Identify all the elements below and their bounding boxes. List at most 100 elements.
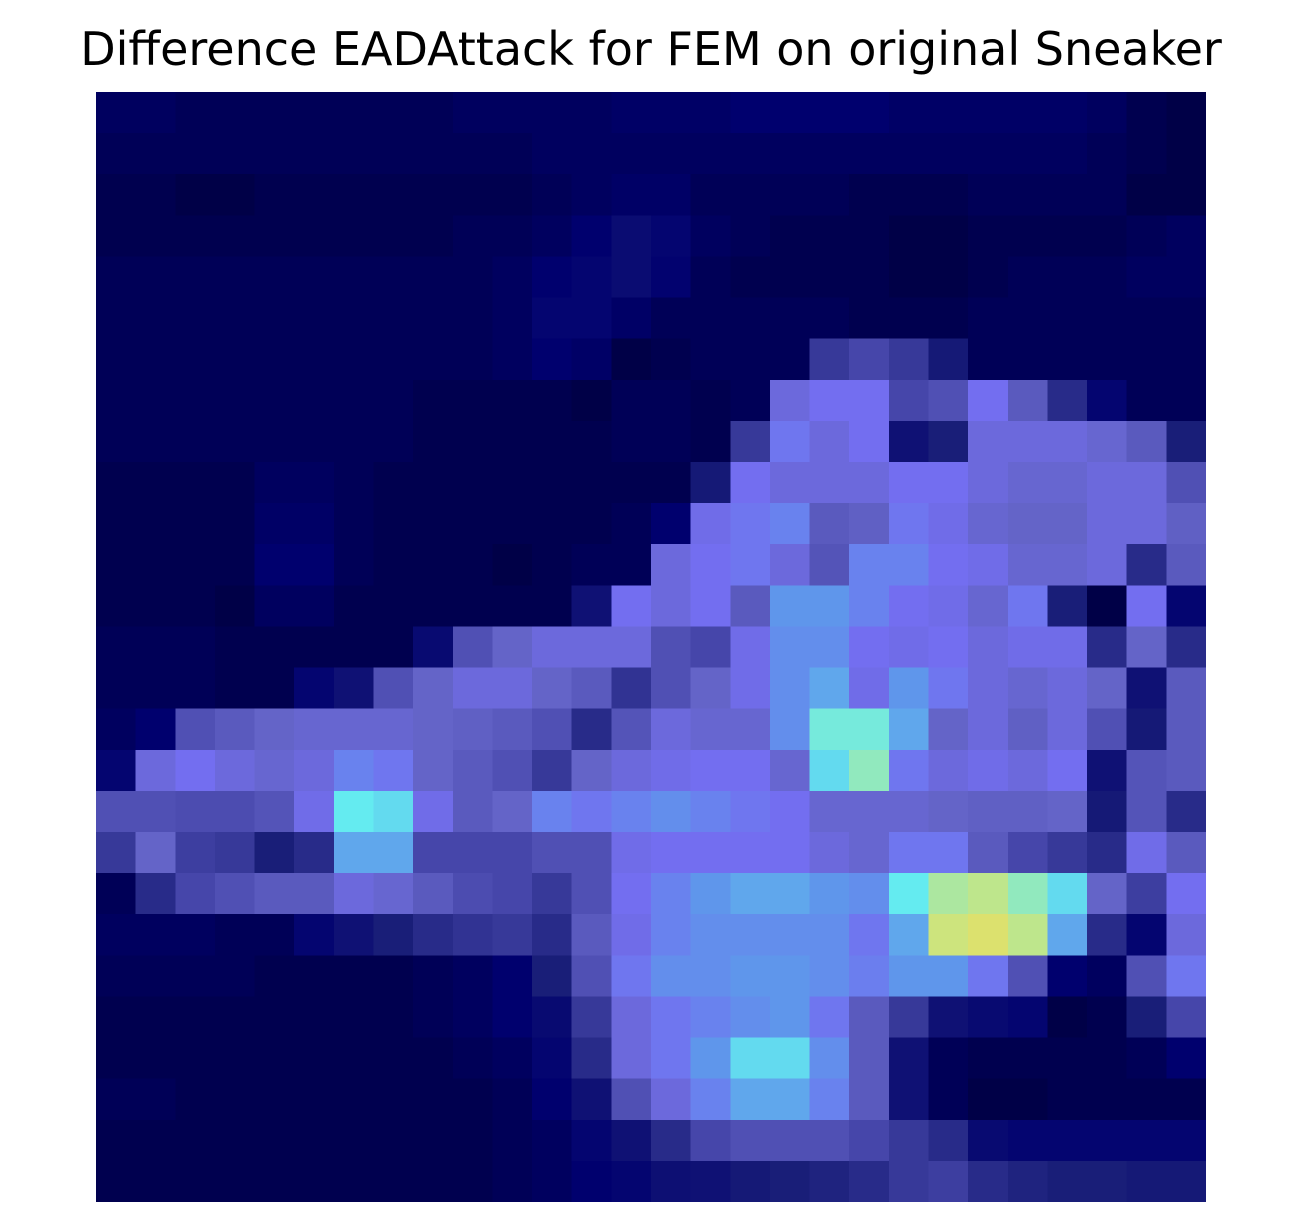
heatmap-cell-r26-c6 [333, 1160, 375, 1202]
heatmap-cell-r9-c18 [809, 462, 850, 504]
heatmap-cell-r1-c25 [1087, 133, 1128, 175]
heatmap-cell-r10-c25 [1087, 503, 1128, 545]
heatmap-cell-r5-c27 [1166, 297, 1206, 340]
heatmap-cell-r16-c18 [809, 749, 850, 792]
heatmap-cell-r21-c18 [809, 955, 850, 998]
heatmap-cell-r16-c7 [373, 749, 414, 792]
heatmap-cell-r2-c12 [571, 174, 612, 216]
heatmap-cell-r15-c23 [1007, 708, 1049, 751]
heatmap-cell-r5-c24 [1047, 297, 1088, 340]
heatmap-cell-r25-c3 [214, 1119, 256, 1162]
heatmap-cell-r23-c25 [1087, 1037, 1128, 1080]
heatmap-cell-r6-c24 [1047, 338, 1088, 381]
heatmap-cell-r11-c3 [214, 544, 256, 586]
heatmap-cell-r15-c13 [611, 708, 652, 751]
heatmap-cell-r26-c5 [294, 1160, 335, 1202]
heatmap-cell-r25-c8 [413, 1119, 454, 1162]
heatmap-cell-r14-c0 [96, 667, 137, 710]
heatmap-cell-r4-c19 [849, 256, 890, 299]
heatmap-cell-r15-c4 [254, 708, 295, 751]
heatmap-cell-r13-c16 [730, 626, 771, 669]
heatmap-cell-r1-c24 [1047, 133, 1088, 175]
heatmap-cell-r6-c23 [1007, 338, 1049, 381]
heatmap-cell-r1-c10 [492, 133, 533, 175]
heatmap-cell-r7-c24 [1047, 379, 1088, 422]
heatmap-cell-r22-c24 [1047, 996, 1088, 1039]
heatmap-cell-r16-c6 [333, 749, 375, 792]
heatmap-cell-r7-c10 [492, 379, 533, 422]
heatmap-cell-r12-c1 [135, 585, 176, 628]
heatmap-cell-r6-c26 [1126, 338, 1167, 381]
heatmap-cell-r0-c14 [651, 92, 692, 134]
heatmap-cell-r3-c2 [175, 215, 216, 258]
heatmap-cell-r24-c21 [928, 1078, 969, 1121]
heatmap-cell-r9-c11 [532, 462, 573, 504]
heatmap-cell-r19-c22 [968, 873, 1009, 915]
heatmap-cell-r10-c13 [611, 503, 652, 545]
heatmap-cell-r7-c19 [849, 379, 890, 422]
heatmap-cell-r18-c27 [1166, 832, 1206, 874]
heatmap-cell-r25-c26 [1126, 1119, 1167, 1162]
heatmap-cell-r12-c15 [690, 585, 731, 628]
heatmap-cell-r19-c8 [413, 873, 454, 915]
heatmap-cell-r11-c20 [888, 544, 930, 586]
heatmap-cell-r2-c15 [690, 174, 731, 216]
heatmap-cell-r16-c14 [651, 749, 692, 792]
heatmap-cell-r2-c17 [769, 174, 811, 216]
heatmap-cell-r4-c18 [809, 256, 850, 299]
heatmap-cell-r9-c24 [1047, 462, 1088, 504]
heatmap-cell-r22-c0 [96, 996, 137, 1039]
heatmap-cell-r0-c19 [849, 92, 890, 134]
heatmap-cell-r25-c2 [175, 1119, 216, 1162]
heatmap-cell-r17-c6 [333, 790, 375, 833]
heatmap-cell-r17-c7 [373, 790, 414, 833]
heatmap-cell-r0-c6 [333, 92, 375, 134]
heatmap-cell-r15-c8 [413, 708, 454, 751]
heatmap-cell-r0-c12 [571, 92, 612, 134]
heatmap-cell-r22-c17 [769, 996, 811, 1039]
heatmap-cell-r6-c9 [452, 338, 494, 381]
heatmap-cell-r2-c9 [452, 174, 494, 216]
heatmap-cell-r4-c22 [968, 256, 1009, 299]
heatmap-cell-r8-c26 [1126, 420, 1167, 463]
heatmap-cell-r17-c16 [730, 790, 771, 833]
heatmap-cell-r21-c22 [968, 955, 1009, 998]
heatmap-cell-r23-c10 [492, 1037, 533, 1080]
heatmap-cell-r1-c17 [769, 133, 811, 175]
heatmap-cell-r23-c22 [968, 1037, 1009, 1080]
heatmap-cell-r4-c12 [571, 256, 612, 299]
heatmap-cell-r9-c23 [1007, 462, 1049, 504]
heatmap-cell-r1-c21 [928, 133, 969, 175]
heatmap-cell-r25-c6 [333, 1119, 375, 1162]
heatmap-cell-r6-c0 [96, 338, 137, 381]
heatmap-cell-r8-c10 [492, 420, 533, 463]
heatmap-cell-r14-c15 [690, 667, 731, 710]
heatmap-cell-r11-c22 [968, 544, 1009, 586]
heatmap-cell-r21-c23 [1007, 955, 1049, 998]
heatmap-cell-r14-c6 [333, 667, 375, 710]
heatmap-cell-r10-c24 [1047, 503, 1088, 545]
heatmap-cell-r14-c23 [1007, 667, 1049, 710]
heatmap-cell-r15-c0 [96, 708, 137, 751]
heatmap-cell-r11-c23 [1007, 544, 1049, 586]
heatmap-cell-r9-c20 [888, 462, 930, 504]
heatmap-cell-r23-c20 [888, 1037, 930, 1080]
heatmap-cell-r14-c13 [611, 667, 652, 710]
heatmap-cell-r5-c22 [968, 297, 1009, 340]
heatmap-cell-r8-c4 [254, 420, 295, 463]
heatmap-cell-r17-c15 [690, 790, 731, 833]
heatmap-cell-r11-c6 [333, 544, 375, 586]
heatmap-cell-r7-c13 [611, 379, 652, 422]
heatmap-cell-r26-c9 [452, 1160, 494, 1202]
heatmap-cell-r18-c18 [809, 832, 850, 874]
heatmap-cell-r11-c9 [452, 544, 494, 586]
heatmap-cell-r4-c6 [333, 256, 375, 299]
heatmap-cell-r13-c26 [1126, 626, 1167, 669]
heatmap-cell-r25-c21 [928, 1119, 969, 1162]
heatmap-cell-r13-c23 [1007, 626, 1049, 669]
heatmap-cell-r19-c0 [96, 873, 137, 915]
heatmap-cell-r21-c1 [135, 955, 176, 998]
heatmap-cell-r21-c5 [294, 955, 335, 998]
heatmap-cell-r5-c25 [1087, 297, 1128, 340]
heatmap-cell-r21-c12 [571, 955, 612, 998]
